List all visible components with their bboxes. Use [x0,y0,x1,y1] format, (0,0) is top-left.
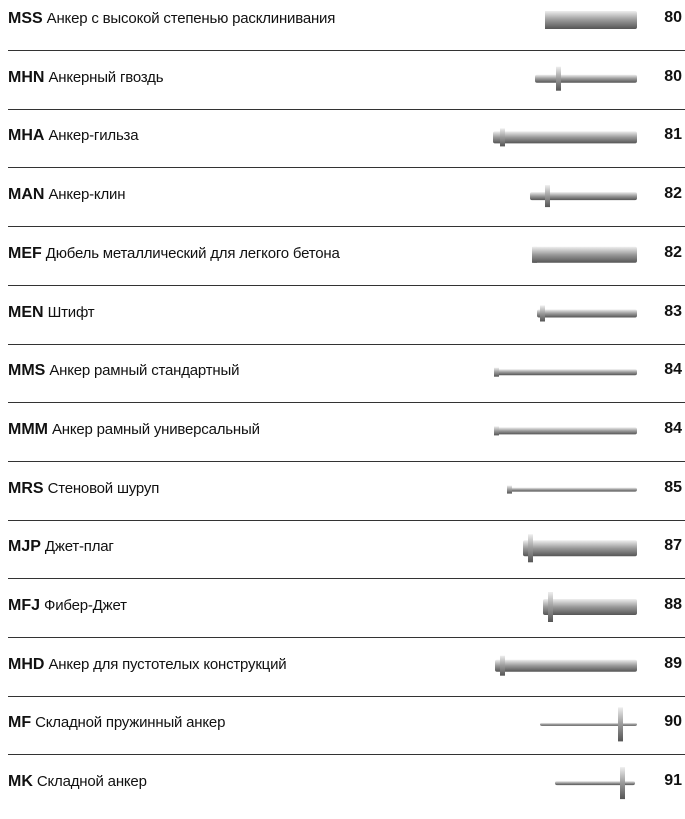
page-number: 85 [664,479,682,497]
product-code: MHN [8,69,44,86]
product-code: MFJ [8,597,40,614]
product-name: Анкер для пустотелых конструкций [48,656,286,673]
product-code: MJP [8,538,41,555]
product-code: MMS [8,362,45,379]
page-number: 91 [664,772,682,790]
product-name: Складной пружинный анкер [35,714,225,731]
separator [8,285,685,286]
product-name: Анкер-гильза [48,127,138,144]
product-name: Анкер рамный универсальный [52,421,260,438]
separator [8,637,685,638]
product-name: Складной анкер [37,773,147,790]
product-code: MF [8,714,31,731]
product-code: MAN [8,186,44,203]
page-number: 84 [664,420,682,438]
separator [8,402,685,403]
product-name: Стеновой шуруп [48,480,160,497]
separator [8,578,685,579]
page-number: 80 [664,9,682,27]
index-row: MMMАнкер рамный универсальный 84 [0,411,685,451]
product-name: Анкер рамный стандартный [49,362,239,379]
product-name: Анкер с высокой степенью расклинивания [47,10,335,27]
product-name: Анкер-клин [48,186,125,203]
page-number: 90 [664,713,682,731]
product-code: MHD [8,656,44,673]
separator [8,461,685,462]
separator [8,344,685,345]
product-code: MRS [8,480,44,497]
product-name: Дюбель металлический для легкого бетона [46,245,340,262]
page-number: 83 [664,303,682,321]
product-code: MMM [8,421,48,438]
page-number: 82 [664,185,682,203]
product-code: MK [8,773,33,790]
page-number: 84 [664,361,682,379]
separator [8,109,685,110]
separator [8,754,685,755]
product-name: Джет-плаг [45,538,114,555]
product-name: Штифт [48,304,95,321]
separator [8,226,685,227]
page-number: 82 [664,244,682,262]
row-label: MHNАнкерный гвоздь [8,69,163,87]
product-code: MHA [8,127,44,144]
separator [8,167,685,168]
page-number: 87 [664,537,682,555]
product-code: MEN [8,304,44,321]
page-number: 88 [664,596,682,614]
product-code: MEF [8,245,42,262]
row-label: MEFДюбель металлический для легкого бето… [8,245,340,263]
page-number: 81 [664,126,682,144]
separator [8,50,685,51]
separator [8,696,685,697]
page-number: 80 [664,68,682,86]
product-name: Фибер-Джет [44,597,127,614]
product-name: Анкерный гвоздь [48,69,163,86]
separator [8,520,685,521]
page-number: 89 [664,655,682,673]
catalog-index: MSSАнкер с высокой степенью расклинивани… [0,0,685,819]
product-code: MSS [8,10,43,27]
